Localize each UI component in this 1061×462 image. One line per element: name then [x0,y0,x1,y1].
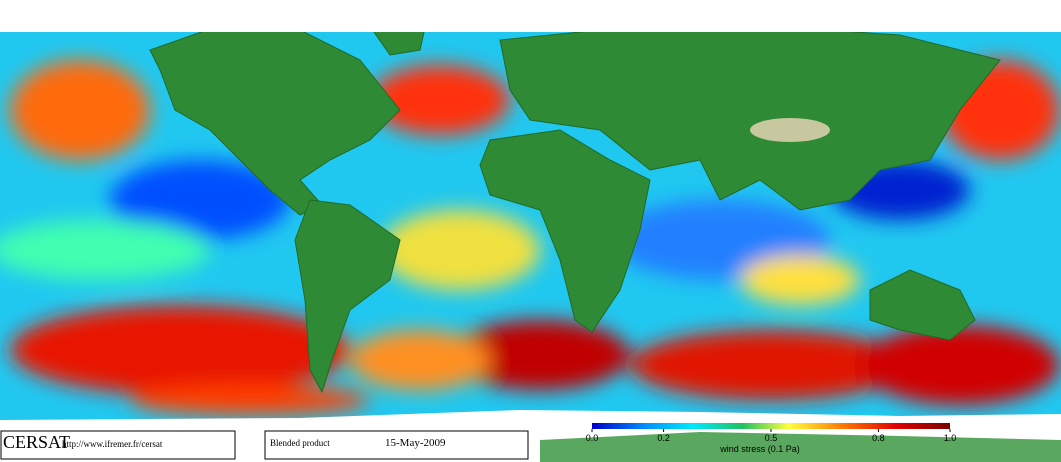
colorbar-tick-label: 0.8 [872,433,885,443]
footer: CERSAT http://www.ifremer.fr/cersat Blen… [0,430,529,460]
eurasia [499,24,1001,211]
australia [869,269,976,341]
tibet-plateau [750,118,830,142]
colorbar-tick-label: 0.2 [657,433,670,443]
south-america [294,199,401,394]
north-america [149,21,401,216]
arctic [0,0,1061,32]
colorbar: wind stress (0.1 Pa) 0.0 0.2 0.5 0.8 1.0 [586,423,957,454]
product-box [264,430,529,460]
product: Blended product [270,438,330,448]
colorbar-tick-label: 0.5 [765,433,778,443]
url: http://www.ifremer.fr/cersat [62,439,163,449]
brand: CERSAT [3,432,70,452]
antarctic-peninsula [540,432,1061,462]
colorbar-tick-label: 1.0 [944,433,957,443]
continents [149,4,1001,394]
africa [479,129,651,333]
colorbar-ramp [592,423,950,429]
colorbar-tick-label: 0.0 [586,433,599,443]
date: 15-May-2009 [385,437,446,449]
brand-box [0,430,236,460]
colorbar-label: wind stress (0.1 Pa) [719,444,800,454]
